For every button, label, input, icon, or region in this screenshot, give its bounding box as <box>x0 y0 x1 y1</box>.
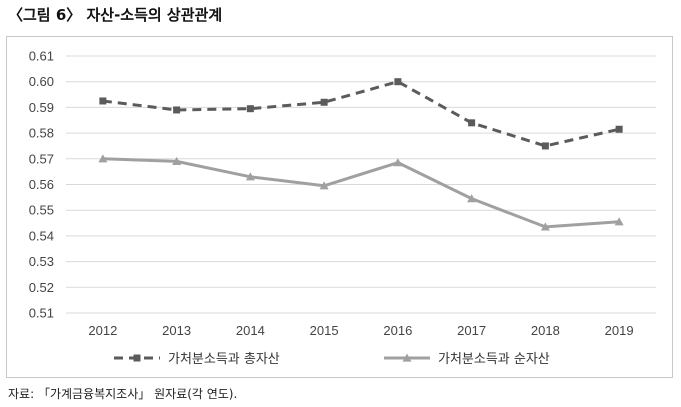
series-2 <box>98 154 624 231</box>
data-point <box>319 181 329 190</box>
x-axis-tick-labels: 2012 2013 2014 2015 2016 2017 2018 2019 <box>88 323 633 338</box>
x-tick-label: 2016 <box>383 323 412 338</box>
data-point <box>99 97 107 105</box>
data-point <box>394 78 402 86</box>
y-tick-label: 0.51 <box>29 306 54 321</box>
chart: 0.51 0.52 0.53 0.54 0.55 0.56 0.57 0.58 0.59 0.60… <box>29 49 656 367</box>
x-tick-label: 2018 <box>531 323 560 338</box>
data-point <box>467 194 477 203</box>
legend-label: 가처분소득과 총자산 <box>168 352 280 367</box>
chart-frame <box>6 36 673 378</box>
y-tick-label: 0.55 <box>29 203 54 218</box>
legend: 가처분소득과 총자산 가처분소득과 순자산 <box>114 352 550 367</box>
y-tick-label: 0.54 <box>29 228 54 243</box>
legend-swatch-marker <box>402 353 412 362</box>
data-point <box>98 154 108 163</box>
data-point <box>245 172 255 181</box>
y-tick-label: 0.61 <box>29 49 54 64</box>
x-tick-label: 2017 <box>457 323 486 338</box>
legend-item: 가처분소득과 순자산 <box>384 352 550 367</box>
data-point <box>246 105 254 113</box>
legend-item: 가처분소득과 총자산 <box>114 352 280 367</box>
legend-swatch-marker <box>133 354 141 362</box>
data-point <box>541 142 549 150</box>
legend-label: 가처분소득과 순자산 <box>438 352 550 367</box>
y-axis-tick-labels: 0.51 0.52 0.53 0.54 0.55 0.56 0.57 0.58 0.59 0.60… <box>29 49 54 321</box>
source-note: 자료: 「가계금융복지조사」 원자료(각 연도). <box>8 387 238 401</box>
x-tick-label: 2012 <box>88 323 117 338</box>
grid-lines <box>66 55 656 314</box>
y-tick-label: 0.58 <box>29 126 54 141</box>
data-point <box>173 106 181 114</box>
data-point <box>320 98 328 106</box>
y-tick-label: 0.60 <box>29 74 54 89</box>
figure-title: 〈그림 6〉 자산-소득의 상관관계 <box>8 6 223 24</box>
data-point <box>468 119 476 127</box>
data-point <box>540 222 550 231</box>
x-tick-label: 2019 <box>605 323 634 338</box>
x-tick-label: 2015 <box>310 323 339 338</box>
series-1 <box>99 78 623 150</box>
y-tick-label: 0.59 <box>29 100 54 115</box>
series <box>98 78 624 231</box>
y-tick-label: 0.57 <box>29 151 54 166</box>
series-line <box>102 157 620 229</box>
x-tick-label: 2014 <box>236 323 265 338</box>
series-line <box>102 80 620 148</box>
data-point <box>172 156 182 165</box>
y-tick-label: 0.53 <box>29 254 54 269</box>
data-point <box>393 158 403 167</box>
y-tick-label: 0.52 <box>29 280 54 295</box>
x-tick-label: 2013 <box>162 323 191 338</box>
data-point <box>614 217 624 226</box>
y-tick-label: 0.56 <box>29 177 54 192</box>
data-point <box>615 125 623 133</box>
